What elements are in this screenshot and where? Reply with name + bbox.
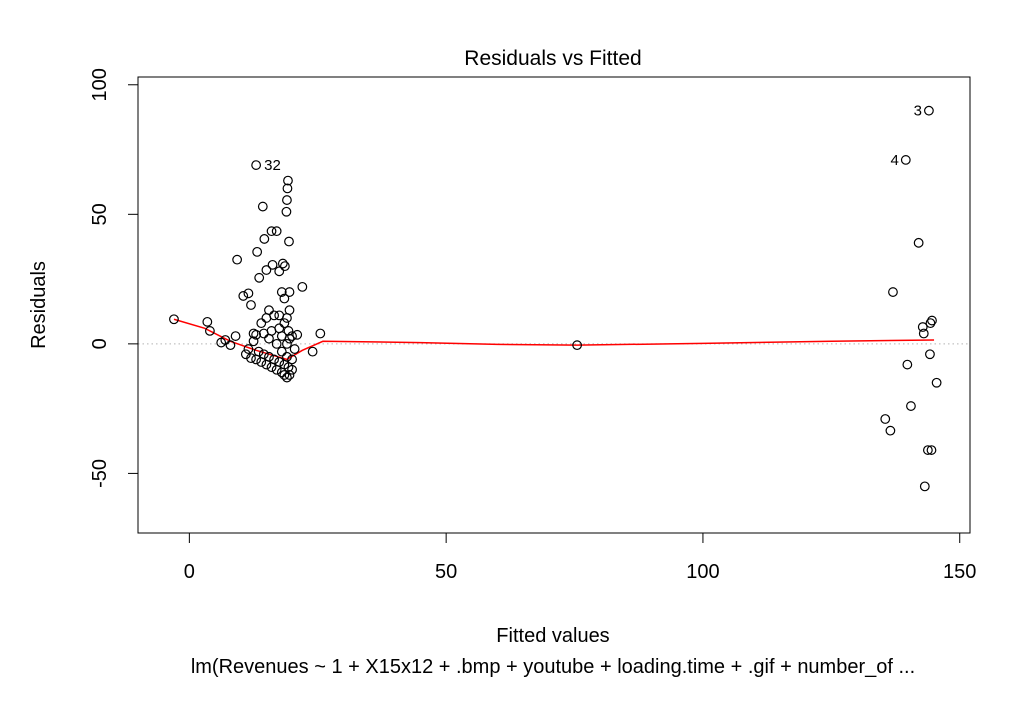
data-point xyxy=(880,414,891,424)
data-point xyxy=(279,318,290,329)
data-point xyxy=(289,344,300,354)
x-axis: 0 50 100 150 xyxy=(184,532,976,583)
data-point xyxy=(307,346,318,357)
data-point xyxy=(282,372,292,383)
x-tick-label: 0 xyxy=(184,561,195,583)
point-label: 4 xyxy=(890,152,898,169)
data-point xyxy=(284,287,295,297)
data-point xyxy=(925,318,936,329)
plot-frame xyxy=(137,76,971,534)
data-point xyxy=(276,287,287,297)
x-tick-label: 150 xyxy=(943,561,976,583)
y-axis: -50 0 50 100 xyxy=(89,68,139,488)
data-point xyxy=(900,155,911,165)
data-point xyxy=(282,338,292,349)
data-point xyxy=(931,377,942,388)
point-labels-layer: 32 4 3 xyxy=(264,103,922,174)
data-point xyxy=(225,340,236,351)
data-point xyxy=(230,331,241,341)
y-tick-label: 0 xyxy=(89,338,111,349)
data-point xyxy=(924,105,934,116)
data-point xyxy=(906,401,916,411)
data-point xyxy=(274,357,285,367)
data-point xyxy=(284,236,294,247)
data-point xyxy=(251,160,262,170)
y-tick-label: 50 xyxy=(89,203,111,225)
data-point xyxy=(202,316,213,327)
data-point xyxy=(315,328,326,339)
data-point xyxy=(254,272,265,283)
data-point xyxy=(284,370,295,380)
x-tick-label: 100 xyxy=(686,561,719,583)
data-point xyxy=(913,237,924,248)
x-axis-label: Fitted values xyxy=(496,625,609,647)
data-point xyxy=(297,281,308,292)
data-point xyxy=(279,293,290,304)
data-point xyxy=(267,259,278,270)
data-point xyxy=(279,261,290,272)
data-point xyxy=(287,364,297,375)
data-point xyxy=(243,288,254,299)
data-point xyxy=(248,336,259,347)
data-point xyxy=(246,353,256,364)
data-point xyxy=(284,305,295,316)
data-point xyxy=(253,346,264,357)
data-point xyxy=(220,335,231,345)
point-label: 3 xyxy=(914,103,922,120)
data-point xyxy=(238,291,249,301)
data-point xyxy=(205,326,215,336)
data-point xyxy=(927,315,937,326)
data-point xyxy=(259,234,270,244)
data-point xyxy=(257,201,268,212)
data-point xyxy=(283,175,293,186)
data-point xyxy=(287,331,297,341)
data-point xyxy=(287,354,297,365)
data-point xyxy=(281,206,292,217)
data-point xyxy=(269,354,279,365)
data-point xyxy=(264,351,274,362)
data-point xyxy=(271,338,282,349)
data-point xyxy=(271,226,282,237)
x-tick-label: 50 xyxy=(435,561,457,583)
data-point xyxy=(282,351,292,362)
data-point xyxy=(292,329,303,340)
data-point xyxy=(258,349,269,360)
data-point xyxy=(169,314,179,325)
data-point xyxy=(252,246,263,257)
data-point xyxy=(925,349,935,360)
data-point xyxy=(283,326,294,336)
y-axis-label: Residuals xyxy=(28,261,50,349)
data-point xyxy=(917,322,928,332)
y-tick-label: -50 xyxy=(89,459,111,488)
data-point xyxy=(885,425,896,436)
data-point xyxy=(902,359,913,370)
data-point xyxy=(919,481,930,492)
point-label: 32 xyxy=(264,157,281,174)
data-point xyxy=(274,266,285,277)
data-point xyxy=(888,287,898,297)
data-point xyxy=(277,258,288,269)
data-point xyxy=(243,344,254,354)
chart-title: Residuals vs Fitted xyxy=(464,47,641,70)
data-point xyxy=(279,370,290,380)
data-point xyxy=(922,445,933,455)
data-point xyxy=(282,195,292,205)
model-formula-subtitle: lm(Revenues ~ 1 + X15x12 + .bmp + youtub… xyxy=(191,656,915,678)
data-point xyxy=(246,300,256,310)
data-point xyxy=(261,265,272,275)
points-layer xyxy=(169,105,942,492)
data-point xyxy=(256,318,267,329)
data-point xyxy=(266,226,277,237)
data-point xyxy=(918,328,929,339)
data-point xyxy=(282,183,293,194)
data-point xyxy=(284,333,295,344)
y-tick-label: 100 xyxy=(89,68,111,101)
data-point xyxy=(572,340,583,351)
data-point xyxy=(926,445,937,455)
data-point xyxy=(269,310,279,321)
data-point xyxy=(251,329,262,340)
data-point xyxy=(232,254,243,265)
data-point xyxy=(276,346,287,357)
